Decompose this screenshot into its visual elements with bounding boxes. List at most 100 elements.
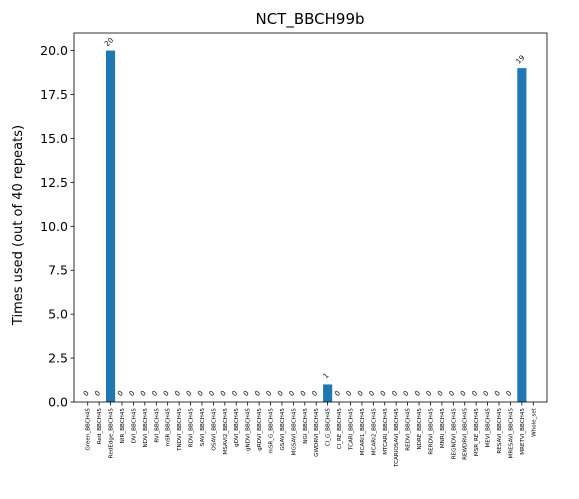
x-tick-label-14: gNDVI_BBCH45 xyxy=(246,408,252,451)
x-tick-label-25: MCARI2_BBCH45 xyxy=(371,408,377,456)
data-label-18: 0 xyxy=(288,389,297,398)
data-label-10: 0 xyxy=(196,389,205,398)
y-tick-label-8: 20.0 xyxy=(40,43,68,58)
bar-38 xyxy=(517,68,527,403)
x-tick-label-32: REGNDVI_BBCH45 xyxy=(451,408,457,460)
bars-layer xyxy=(105,50,527,403)
y-tick-label-7: 17.5 xyxy=(40,87,68,102)
data-label-30: 0 xyxy=(425,389,434,398)
data-label-23: 0 xyxy=(345,389,354,398)
data-label-38: 19 xyxy=(514,54,526,66)
data-label-17: 0 xyxy=(276,389,285,398)
y-tick-label-6: 15.0 xyxy=(40,131,68,146)
x-tick-label-0: Green_BBCH45 xyxy=(86,408,92,451)
x-tick-label-11: OSAVI_BBCH45 xyxy=(211,408,217,451)
data-label-37: 0 xyxy=(505,389,514,398)
x-tick-label-35: MEVI_BBCH45 xyxy=(486,408,492,448)
data-label-27: 0 xyxy=(390,389,399,398)
x-tick-label-22: CI_RE_BBCH45 xyxy=(337,408,343,450)
x-tick-label-6: RVI_BBCH45 xyxy=(154,408,160,443)
data-label-4: 0 xyxy=(128,389,137,398)
x-tick-label-17: GSAVI_BBCH45 xyxy=(280,408,286,451)
data-label-2: 20 xyxy=(103,36,115,48)
x-tick-label-30: RERDVI_BBCH45 xyxy=(428,408,434,455)
y-tick-label-4: 10.0 xyxy=(40,219,68,234)
x-tick-label-13: gDVI_BBCH45 xyxy=(234,408,240,447)
data-label-25: 0 xyxy=(368,389,377,398)
x-tick-label-38: MRETVI_BBCH45 xyxy=(520,408,526,455)
data-label-7: 0 xyxy=(162,389,171,398)
data-label-11: 0 xyxy=(208,389,217,398)
data-label-15: 0 xyxy=(253,389,262,398)
x-tick-label-7: mSR_BBCH45 xyxy=(166,408,172,447)
data-label-9: 0 xyxy=(185,389,194,398)
data-label-13: 0 xyxy=(230,389,239,398)
data-label-16: 0 xyxy=(265,389,274,398)
x-tick-label-29: NDRE_BBCH45 xyxy=(417,408,423,450)
x-tick-label-34: MSR_RE_BBCH45 xyxy=(474,408,480,457)
x-tick-label-15: gRDVI_BBCH45 xyxy=(257,408,263,451)
x-tick-label-23: TCARI_BBCH45 xyxy=(348,408,354,451)
data-label-19: 0 xyxy=(299,389,308,398)
x-tick-label-28: REDVI_BBCH45 xyxy=(406,408,412,451)
x-tick-label-19: NGI_BBCH45 xyxy=(303,408,309,444)
data-label-6: 0 xyxy=(150,389,159,398)
y-tick-label-5: 12.5 xyxy=(40,175,68,190)
x-tick-label-8: TNDVI_BBCH45 xyxy=(177,408,183,452)
x-tick-label-33: REWDRVI_BBCH45 xyxy=(463,408,469,460)
bar-21 xyxy=(323,384,333,402)
x-tick-label-27: TCARIOSAVI_BBCH45 xyxy=(394,408,400,468)
data-label-32: 0 xyxy=(447,389,456,398)
data-label-31: 0 xyxy=(436,389,445,398)
x-tick-label-31: MNRI_BBCH45 xyxy=(440,408,446,449)
x-tick-label-2: RedEdge_BBCH45 xyxy=(109,408,115,459)
x-tick-label-37: MRESAVI_BBCH45 xyxy=(508,408,514,459)
y-tick-label-1: 2.5 xyxy=(48,351,68,366)
data-label-33: 0 xyxy=(459,389,468,398)
data-label-35: 0 xyxy=(482,389,491,398)
y-tick-label-2: 5.0 xyxy=(48,307,68,322)
x-tick-label-18: MGSAVI_BBCH45 xyxy=(291,408,297,456)
data-label-5: 0 xyxy=(139,389,148,398)
plot-frame xyxy=(73,32,548,403)
x-tick-label-9: RDVI_BBCH45 xyxy=(189,408,195,448)
y-tick-label-3: 7.5 xyxy=(48,263,68,278)
data-label-20: 0 xyxy=(310,389,319,398)
data-label-12: 0 xyxy=(219,389,228,398)
y-axis-label: Times used (out of 40 repeats) xyxy=(11,125,26,326)
x-tick-label-12: MSAVI2_BBCH45 xyxy=(223,408,229,455)
x-tick-label-39: Whole_set xyxy=(531,407,537,437)
x-tick-label-20: GWDRVI_BBCH45 xyxy=(314,408,320,457)
data-label-21: 1 xyxy=(322,372,331,381)
x-tick-label-3: NIR_BBCH45 xyxy=(120,408,126,444)
x-tick-label-21: CI_G_BBCH45 xyxy=(326,408,332,447)
x-tick-label-36: RESAVI_BBCH45 xyxy=(497,408,503,454)
y-axis: 0.0 2.5 5.0 7.5 10.0 12.5 15.0 17.5 20.0 xyxy=(40,43,74,410)
x-tick-label-16: mSR_G_BBCH45 xyxy=(269,408,275,454)
data-label-24: 0 xyxy=(356,389,365,398)
x-tick-label-10: SAVI_BBCH45 xyxy=(200,408,206,447)
x-tick-label-1: Red_BBCH45 xyxy=(97,408,103,445)
x-tick-label-26: MTCARI_BBCH45 xyxy=(383,408,389,455)
data-label-36: 0 xyxy=(493,389,502,398)
data-label-29: 0 xyxy=(413,389,422,398)
data-label-14: 0 xyxy=(242,389,251,398)
chart-title: NCT_BBCH99b xyxy=(255,10,364,29)
data-label-0: 0 xyxy=(82,389,91,398)
data-label-34: 0 xyxy=(470,389,479,398)
data-label-26: 0 xyxy=(379,389,388,398)
data-label-1: 0 xyxy=(93,389,102,398)
data-label-3: 0 xyxy=(116,389,125,398)
x-tick-label-24: MCARI1_BBCH45 xyxy=(360,408,366,456)
bar-2 xyxy=(105,50,116,402)
x-tick-label-4: DVI_BBCH45 xyxy=(131,408,137,444)
data-label-22: 0 xyxy=(333,389,342,398)
x-axis: Green_BBCH45 Red_BBCH45 RedEdge_BBCH45 NIR_… xyxy=(86,402,537,468)
x-tick-label-5: NDVI_BBCH45 xyxy=(143,408,149,448)
y-tick-label-0: 0.0 xyxy=(48,395,68,410)
data-label-8: 0 xyxy=(173,389,182,398)
data-label-28: 0 xyxy=(402,389,411,398)
